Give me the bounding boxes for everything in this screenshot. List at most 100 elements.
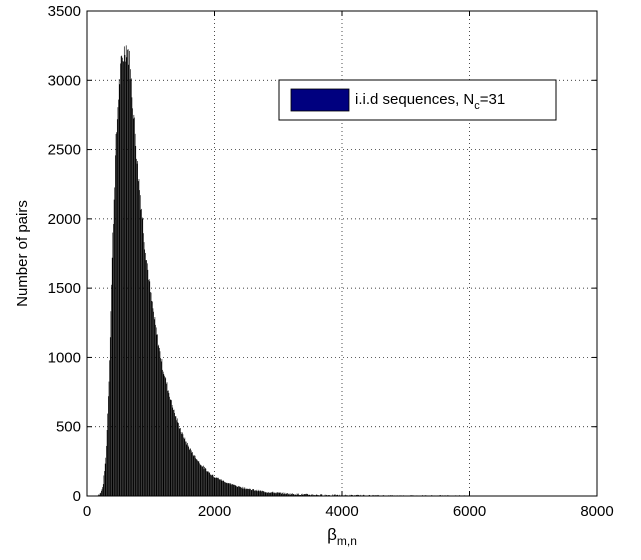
histogram-bar bbox=[148, 280, 149, 496]
legend-label-tail: =31 bbox=[480, 91, 505, 108]
histogram-bar bbox=[306, 493, 308, 496]
histogram-bar bbox=[118, 79, 120, 497]
histogram-bar bbox=[172, 407, 174, 496]
histogram-bar bbox=[204, 467, 206, 496]
histogram-bar bbox=[234, 485, 236, 496]
histogram-bar bbox=[275, 493, 277, 496]
histogram-bar bbox=[298, 493, 299, 496]
histogram-bar bbox=[306, 493, 307, 496]
histogram-bar bbox=[248, 488, 249, 496]
histogram-bar bbox=[239, 486, 240, 496]
histogram-bar bbox=[106, 429, 108, 496]
histogram-bar bbox=[153, 319, 155, 496]
histogram-bar bbox=[159, 347, 160, 496]
histogram-bar bbox=[334, 494, 335, 496]
histogram-bar bbox=[186, 444, 188, 496]
histogram-bar bbox=[272, 491, 274, 496]
legend-label-subscript: c bbox=[474, 100, 480, 112]
histogram-bar bbox=[124, 55, 126, 496]
histogram-bar bbox=[265, 492, 267, 496]
histogram-bar bbox=[208, 471, 209, 496]
histogram-bar bbox=[302, 494, 304, 496]
histogram-bar bbox=[326, 494, 327, 496]
histogram-bar bbox=[108, 381, 110, 496]
histogram-bar bbox=[238, 487, 240, 496]
histogram-bar bbox=[158, 344, 160, 496]
histogram-bar bbox=[225, 482, 226, 496]
histogram-bar bbox=[268, 492, 270, 496]
histogram-bar bbox=[240, 487, 242, 496]
histogram-bar bbox=[287, 493, 288, 496]
histogram-bar bbox=[148, 279, 150, 496]
histogram-bar bbox=[166, 382, 168, 496]
histogram-bar bbox=[192, 452, 193, 496]
histogram-bar bbox=[313, 494, 315, 496]
histogram-bar bbox=[263, 491, 265, 496]
histogram-bar bbox=[125, 61, 126, 497]
histogram-bar bbox=[271, 492, 273, 496]
histogram-bar bbox=[137, 161, 138, 497]
histogram-bar bbox=[104, 471, 105, 496]
histogram-bar bbox=[232, 484, 234, 496]
tick-marks bbox=[86, 10, 598, 497]
histogram-bar bbox=[106, 445, 107, 496]
histogram-bar bbox=[276, 492, 278, 496]
histogram-bar bbox=[372, 494, 374, 496]
histogram-bar bbox=[152, 301, 153, 496]
histogram-bar bbox=[179, 428, 181, 496]
histogram-bar bbox=[185, 441, 187, 496]
x-axis-label: βm,n bbox=[327, 525, 357, 548]
histogram-bar bbox=[254, 490, 255, 496]
histogram-bar bbox=[131, 97, 133, 497]
histogram-bar bbox=[321, 494, 323, 496]
histogram-bar bbox=[295, 494, 297, 496]
histogram-bar bbox=[189, 448, 191, 496]
histogram-bar bbox=[147, 269, 149, 496]
histogram-bar bbox=[273, 492, 274, 496]
histogram-bar bbox=[191, 452, 193, 496]
histogram-bar bbox=[197, 461, 199, 496]
histogram-bar bbox=[301, 493, 303, 496]
histogram-bar bbox=[243, 488, 245, 496]
y-tick-label: 2500 bbox=[48, 142, 81, 159]
histogram-bar bbox=[264, 492, 265, 496]
histogram-bar bbox=[107, 413, 109, 496]
histogram-bar bbox=[168, 393, 170, 496]
histogram-bar bbox=[118, 99, 119, 496]
y-tick-label: 3000 bbox=[48, 72, 81, 89]
histogram-bars bbox=[96, 45, 470, 497]
histogram-bar bbox=[273, 493, 275, 496]
histogram-bar bbox=[171, 404, 173, 496]
histogram-bar bbox=[123, 61, 124, 496]
histogram-bar bbox=[199, 463, 200, 496]
histogram-bar bbox=[309, 494, 311, 496]
histogram-bar bbox=[222, 481, 223, 496]
histogram-bar bbox=[282, 493, 283, 496]
histogram-bar bbox=[230, 483, 232, 496]
histogram-bar bbox=[181, 433, 182, 496]
histogram-bar bbox=[238, 485, 239, 496]
histogram-bar bbox=[206, 471, 208, 496]
histogram-bar bbox=[275, 492, 276, 496]
histogram-bar bbox=[259, 491, 260, 496]
histogram-bar bbox=[117, 107, 119, 496]
histogram-bar bbox=[201, 465, 202, 496]
histogram-bar bbox=[129, 50, 130, 497]
histogram-bar bbox=[284, 492, 286, 496]
histogram-bar bbox=[189, 449, 190, 496]
histogram-bar bbox=[102, 487, 103, 496]
histogram-bar bbox=[196, 459, 197, 496]
histogram-bar bbox=[226, 482, 228, 496]
histogram-bar bbox=[356, 494, 357, 496]
histogram-bar bbox=[115, 155, 116, 497]
histogram-bar bbox=[252, 489, 254, 496]
histogram-bar bbox=[141, 208, 142, 496]
histogram-bar bbox=[267, 492, 269, 496]
histogram-bar bbox=[254, 490, 256, 496]
histogram-bar bbox=[178, 428, 180, 496]
histogram-bar bbox=[292, 493, 293, 496]
histogram-bar bbox=[222, 480, 224, 496]
histogram-bar bbox=[198, 461, 200, 496]
histogram-bar bbox=[336, 494, 338, 496]
histogram-bar bbox=[159, 351, 161, 496]
